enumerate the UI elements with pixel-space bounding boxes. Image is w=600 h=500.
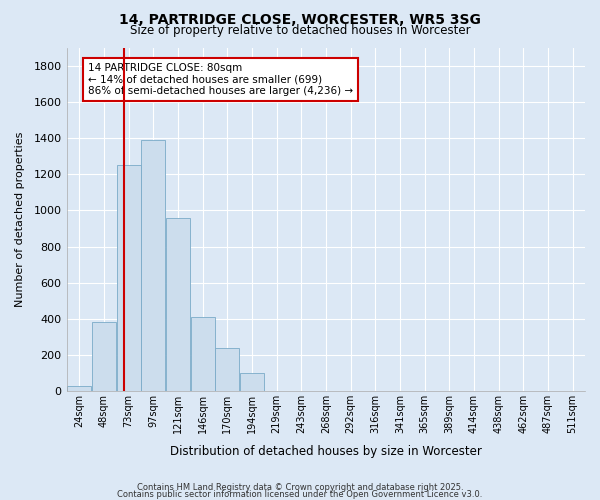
Bar	[191, 317, 215, 391]
Bar	[92, 322, 116, 391]
Bar	[116, 165, 141, 391]
Text: 14 PARTRIDGE CLOSE: 80sqm
← 14% of detached houses are smaller (699)
86% of semi: 14 PARTRIDGE CLOSE: 80sqm ← 14% of detac…	[88, 63, 353, 96]
Y-axis label: Number of detached properties: Number of detached properties	[15, 132, 25, 307]
Bar	[215, 348, 239, 391]
Bar	[67, 386, 91, 391]
Bar	[141, 140, 166, 391]
Text: Contains public sector information licensed under the Open Government Licence v3: Contains public sector information licen…	[118, 490, 482, 499]
Text: 14, PARTRIDGE CLOSE, WORCESTER, WR5 3SG: 14, PARTRIDGE CLOSE, WORCESTER, WR5 3SG	[119, 12, 481, 26]
X-axis label: Distribution of detached houses by size in Worcester: Distribution of detached houses by size …	[170, 444, 482, 458]
Text: Contains HM Land Registry data © Crown copyright and database right 2025.: Contains HM Land Registry data © Crown c…	[137, 484, 463, 492]
Bar	[240, 373, 264, 391]
Text: Size of property relative to detached houses in Worcester: Size of property relative to detached ho…	[130, 24, 470, 37]
Bar	[166, 218, 190, 391]
